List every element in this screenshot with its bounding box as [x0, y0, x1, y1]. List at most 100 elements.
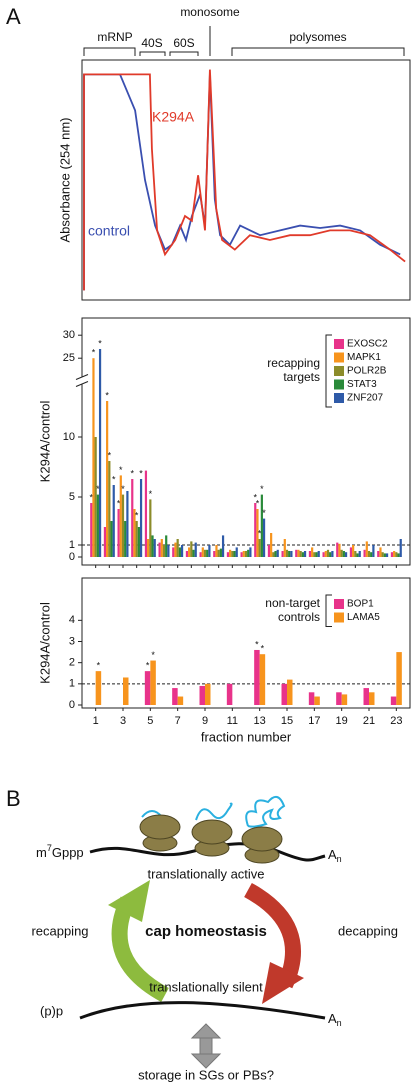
bar: [372, 545, 375, 557]
bar: [390, 696, 397, 705]
bar: [90, 503, 93, 557]
bar: [342, 551, 345, 557]
significance-marker: *: [108, 450, 112, 460]
bar: [96, 494, 99, 557]
bar: [297, 549, 300, 557]
x-axis-title: fraction number: [201, 729, 292, 744]
legend-swatch: [334, 393, 344, 403]
bar: [213, 551, 216, 557]
bar: [153, 539, 156, 557]
bar: [262, 518, 266, 557]
bar: [162, 545, 166, 557]
region-label: mRNP: [97, 30, 132, 44]
y-tick-label: 4: [69, 614, 75, 626]
x-tick-label: 1: [93, 715, 99, 727]
y-axis-title: K294A/control: [37, 401, 52, 483]
bar: [397, 553, 400, 557]
bar: [121, 494, 125, 557]
bar: [158, 542, 161, 557]
bar: [352, 545, 355, 557]
bar: [385, 553, 389, 557]
bar: [259, 654, 266, 705]
x-tick-label: 13: [254, 715, 266, 727]
x-tick-label: 15: [281, 715, 293, 727]
bar: [358, 551, 361, 557]
y-tick-label: 1: [69, 539, 75, 551]
bar: [285, 549, 289, 557]
bar: [137, 527, 140, 557]
region-label: monosome: [180, 5, 240, 19]
bar: [226, 683, 233, 705]
y-tick-label: 10: [63, 431, 75, 443]
significance-marker: *: [119, 465, 123, 475]
bar: [299, 551, 302, 557]
bar: [144, 470, 148, 557]
bar: [365, 541, 368, 557]
bar: [240, 552, 243, 557]
x-tick-label: 7: [175, 715, 181, 727]
bar: [288, 551, 291, 557]
y-tick-label: 0: [69, 699, 75, 711]
bar: [135, 521, 138, 557]
trace: [83, 69, 406, 291]
bar: [177, 696, 184, 705]
bar: [315, 552, 318, 557]
storage-arrow: [190, 1023, 222, 1069]
bar: [208, 545, 211, 557]
bar: [399, 539, 402, 557]
bar: [233, 551, 236, 557]
bar: [112, 485, 115, 557]
bar: [144, 671, 151, 705]
bar: [247, 549, 250, 557]
legend-swatch: [334, 612, 344, 623]
significance-marker: *: [254, 492, 258, 502]
bar: [203, 549, 207, 557]
bar: [147, 539, 150, 557]
bar: [311, 547, 314, 557]
bar: [201, 547, 204, 557]
bar: [367, 551, 371, 557]
bar: [229, 549, 232, 557]
bar: [174, 542, 177, 557]
bar: [123, 677, 129, 705]
bar: [103, 527, 107, 557]
bar: [322, 552, 325, 557]
bar: [254, 649, 260, 705]
significance-marker: *: [261, 644, 265, 654]
bar: [178, 547, 181, 557]
bar: [396, 652, 402, 705]
recapping-arrow: [108, 880, 169, 1003]
significance-marker: *: [92, 348, 96, 358]
decapping-arrow: [244, 882, 304, 1004]
bar: [199, 685, 205, 705]
legend-bracket: [325, 594, 332, 627]
bar: [363, 549, 366, 557]
bar: [314, 696, 320, 705]
legend-label: ZNF207: [347, 393, 384, 404]
bar: [244, 551, 248, 557]
significance-marker: *: [149, 489, 153, 499]
legend-swatch: [334, 379, 344, 390]
region-label: polysomes: [289, 30, 346, 44]
bar: [221, 535, 225, 557]
bar: [287, 679, 293, 705]
bar: [242, 551, 245, 557]
significance-marker: *: [117, 498, 121, 508]
bar: [95, 671, 102, 705]
bar: [324, 551, 327, 557]
significance-marker: *: [121, 484, 125, 494]
legend-title: controls: [278, 610, 320, 624]
legend-swatch: [334, 366, 344, 376]
legend-bracket: [325, 334, 332, 408]
bar: [149, 499, 152, 557]
bar: [117, 509, 120, 557]
bar: [226, 552, 230, 557]
bar: [390, 552, 394, 557]
y-tick-label: 3: [69, 635, 75, 647]
x-tick-label: 21: [363, 715, 375, 727]
x-tick-label: 19: [336, 715, 348, 727]
y-tick-label: 1: [69, 678, 75, 690]
bar: [326, 549, 330, 557]
plot-frame: [81, 59, 411, 301]
bar: [98, 349, 102, 557]
